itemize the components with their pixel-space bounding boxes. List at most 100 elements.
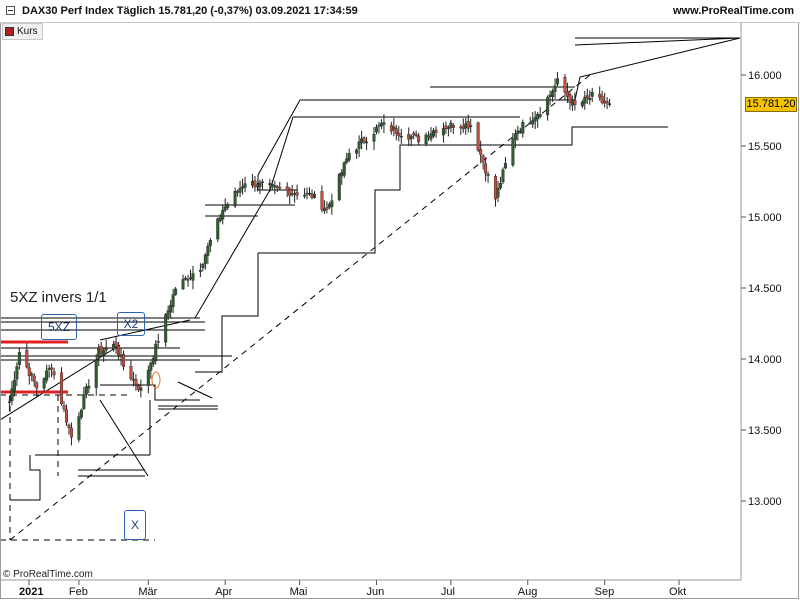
candle-up bbox=[208, 240, 212, 246]
candle-up bbox=[546, 97, 550, 116]
candle-down bbox=[481, 155, 485, 163]
step-line bbox=[195, 253, 259, 373]
candle-up bbox=[498, 183, 502, 189]
candle-up bbox=[608, 103, 612, 105]
candle-down bbox=[476, 122, 480, 151]
candle-down bbox=[275, 186, 279, 188]
y-tick-label: 13.500 bbox=[748, 425, 782, 437]
candle-down bbox=[134, 379, 138, 385]
candle-up bbox=[223, 206, 227, 211]
candle-up bbox=[432, 130, 436, 137]
candle-up bbox=[365, 141, 369, 144]
candle-up bbox=[588, 97, 592, 100]
candle-up bbox=[87, 385, 91, 389]
candle-up bbox=[191, 273, 195, 281]
candle-down bbox=[156, 341, 160, 343]
candle-up bbox=[347, 153, 351, 161]
candles bbox=[7, 72, 612, 446]
candle-down bbox=[136, 385, 140, 390]
box-label-x2[interactable]: X2 bbox=[117, 312, 145, 336]
drawing-lines bbox=[0, 37, 741, 541]
candle-up bbox=[7, 401, 11, 403]
candle-down bbox=[484, 163, 488, 174]
x-tick-label: Mär bbox=[138, 586, 157, 598]
candle-up bbox=[82, 394, 86, 409]
candle-down bbox=[99, 346, 103, 354]
candle-up bbox=[226, 203, 230, 208]
candle-down bbox=[598, 93, 602, 98]
candle-down bbox=[62, 405, 66, 410]
candle-up bbox=[221, 210, 225, 220]
candle-down bbox=[117, 345, 121, 355]
step-line bbox=[100, 384, 200, 401]
candle-up bbox=[312, 193, 316, 198]
candle-up bbox=[580, 101, 584, 107]
candle-up bbox=[556, 78, 560, 85]
candle-up bbox=[181, 279, 185, 290]
candle-up bbox=[84, 386, 88, 395]
candle-up bbox=[469, 125, 473, 127]
site-link[interactable]: www.ProRealTime.com bbox=[672, 5, 794, 17]
marker-ellipse bbox=[151, 371, 161, 389]
candle-down bbox=[568, 93, 572, 103]
candle-up bbox=[203, 254, 207, 264]
candle-up bbox=[374, 127, 378, 133]
diagonal-line bbox=[177, 381, 213, 399]
candle-up bbox=[198, 269, 202, 272]
candle-up bbox=[171, 294, 175, 307]
diagonal-line bbox=[99, 319, 191, 341]
step-line bbox=[257, 175, 298, 191]
candle-up bbox=[102, 350, 106, 356]
upper-channel-line bbox=[300, 37, 741, 101]
candle-up bbox=[243, 183, 247, 188]
x-tick-label: Okt bbox=[669, 586, 686, 598]
candle-up bbox=[10, 388, 14, 402]
diagonal-line bbox=[99, 399, 149, 477]
candle-down bbox=[444, 125, 448, 130]
candle-up bbox=[139, 387, 143, 391]
candle-up bbox=[104, 348, 108, 351]
candle-up bbox=[533, 117, 537, 122]
last-price-tag: 15.781,20 bbox=[745, 97, 797, 112]
candle-down bbox=[295, 192, 299, 196]
candle-up bbox=[77, 416, 81, 440]
candle-up bbox=[399, 136, 403, 138]
candle-down bbox=[320, 191, 324, 210]
box-label-x[interactable]: X bbox=[124, 510, 146, 540]
candle-up bbox=[521, 121, 525, 134]
candle-up bbox=[409, 135, 413, 140]
x-tick-label: Jul bbox=[441, 586, 455, 598]
candle-up bbox=[429, 133, 433, 140]
pattern-label: 5XZ invers 1/1 bbox=[10, 289, 107, 306]
candle-up bbox=[379, 123, 383, 127]
candle-down bbox=[129, 366, 133, 379]
candle-up bbox=[151, 358, 155, 365]
candle-down bbox=[394, 128, 398, 134]
candle-up bbox=[583, 96, 587, 104]
legend[interactable]: Kurs bbox=[2, 23, 43, 40]
candle-down bbox=[362, 137, 366, 143]
diagonal-line bbox=[194, 189, 271, 319]
candle-up bbox=[496, 187, 500, 198]
candle-up bbox=[355, 149, 359, 154]
step-line bbox=[405, 126, 668, 146]
candle-down bbox=[27, 367, 31, 376]
candle-down bbox=[325, 207, 329, 210]
collapse-icon[interactable] bbox=[6, 6, 15, 15]
y-tick-label: 15.000 bbox=[748, 212, 782, 224]
x-tick-label: Apr bbox=[215, 586, 232, 598]
candle-up bbox=[538, 114, 542, 117]
candle-down bbox=[573, 100, 577, 106]
x-tick-label: 2021 bbox=[19, 586, 43, 598]
candle-down bbox=[253, 180, 257, 188]
candle-down bbox=[32, 375, 36, 382]
candle-down bbox=[260, 181, 264, 183]
x-tick-label: Sep bbox=[595, 586, 615, 598]
candle-down bbox=[285, 186, 289, 191]
candle-up bbox=[511, 138, 515, 166]
box-label-5xz[interactable]: 5XZ bbox=[41, 314, 77, 340]
y-tick-label: 14.500 bbox=[748, 283, 782, 295]
candle-down bbox=[434, 129, 438, 133]
step-line bbox=[365, 144, 405, 254]
